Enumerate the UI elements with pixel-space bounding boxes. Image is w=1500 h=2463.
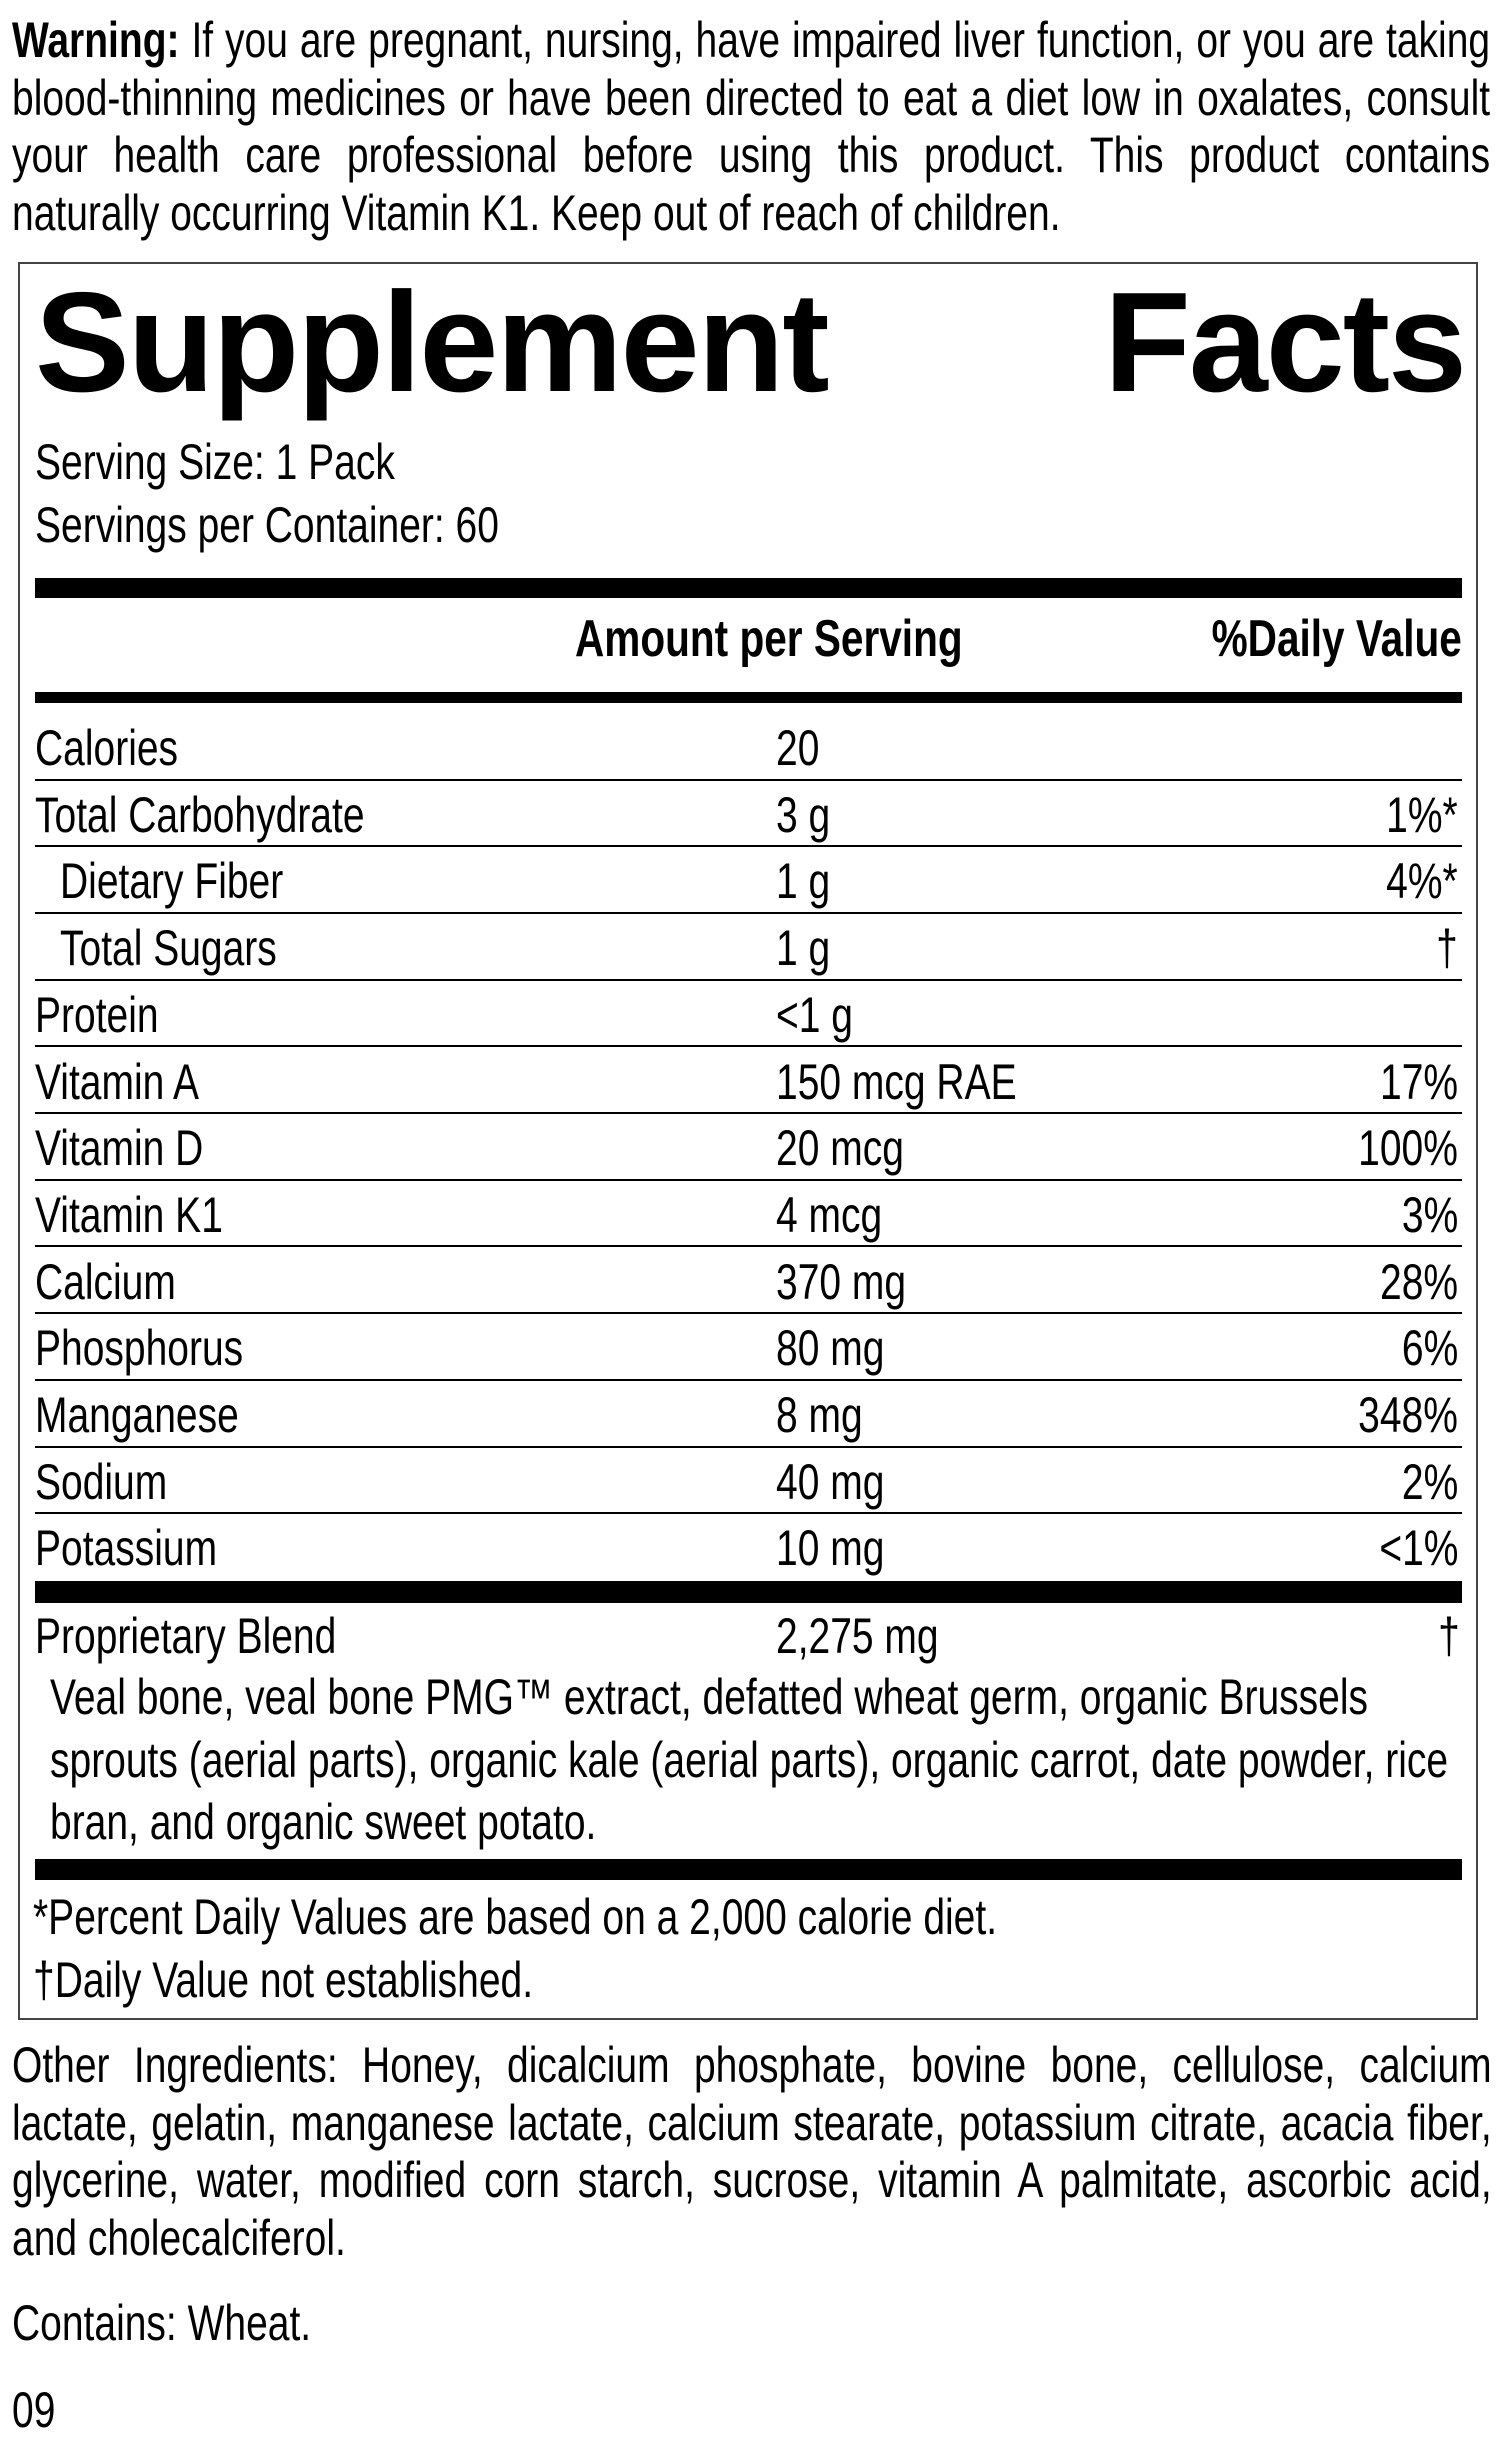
nutrient-name: Phosphorus <box>35 1320 244 1377</box>
nutrient-amount: 8 mg <box>776 1387 863 1443</box>
allergen-statement: Contains: Wheat. <box>12 2295 312 2351</box>
nutrient-amount: 4 mcg <box>776 1186 883 1243</box>
nutrient-row: Protein <1 g <box>35 981 1462 1048</box>
nutrient-row: Dietary Fiber 1 g 4%* <box>35 847 1462 914</box>
blend-amount: 2,275 mg <box>776 1608 939 1664</box>
nutrient-daily-value: 1%* <box>1386 786 1458 843</box>
nutrient-daily-value: 28% <box>1379 1253 1458 1310</box>
thick-divider <box>35 1859 1462 1880</box>
nutrient-daily-value: † <box>1436 920 1458 977</box>
nutrient-daily-value: 2% <box>1401 1453 1458 1510</box>
nutrient-row: Sodium 40 mg 2% <box>35 1448 1462 1515</box>
nutrient-amount: 1 g <box>776 920 831 977</box>
nutrient-amount: 370 mg <box>776 1253 907 1310</box>
blend-name: Proprietary Blend <box>35 1608 337 1664</box>
nutrient-row: Manganese 8 mg 348% <box>35 1381 1462 1448</box>
nutrient-amount: 20 <box>776 720 820 776</box>
nutrient-amount: 1 g <box>776 853 831 910</box>
nutrient-daily-value: 3% <box>1401 1186 1458 1243</box>
nutrient-daily-value: 4%* <box>1386 853 1458 910</box>
nutrient-amount: 80 mg <box>776 1320 885 1377</box>
nutrient-amount: 150 mcg RAE <box>776 1053 1017 1110</box>
servings-per-container: Servings per Container: 60 <box>35 497 499 553</box>
nutrient-name: Protein <box>35 986 159 1043</box>
other-ingredients: Other Ingredients: Honey, dicalcium phos… <box>12 2037 1492 2266</box>
title-word-supplement: Supplement <box>35 263 830 422</box>
nutrient-row: Phosphorus 80 mg 6% <box>35 1314 1462 1381</box>
title-word-facts: Facts <box>1104 263 1467 422</box>
nutrient-name: Potassium <box>35 1520 218 1577</box>
page-title: Supplement Facts <box>35 263 1467 422</box>
header-amount-per-serving: Amount per Serving <box>575 610 963 668</box>
header-daily-value: %Daily Value <box>1211 610 1462 668</box>
serving-size: Serving Size: 1 Pack <box>35 434 395 490</box>
warning-text: Warning: If you are pregnant, nursing, h… <box>12 12 1490 242</box>
nutrient-name: Total Carbohydrate <box>35 786 365 843</box>
thick-divider <box>35 578 1462 598</box>
warning-body: If you are pregnant, nursing, have impai… <box>12 12 1491 241</box>
nutrient-row: Total Carbohydrate 3 g 1%* <box>35 781 1462 848</box>
supplement-facts-panel <box>18 262 1478 2020</box>
nutrient-name: Dietary Fiber <box>60 853 284 910</box>
nutrient-row: Potassium 10 mg <1% <box>35 1514 1462 1581</box>
nutrient-name: Vitamin A <box>35 1053 200 1110</box>
nutrient-amount: 10 mg <box>776 1520 885 1577</box>
footnote-dagger: †Daily Value not established. <box>33 1952 534 2008</box>
nutrient-row: Vitamin D 20 mcg 100% <box>35 1114 1462 1181</box>
nutrient-name: Calcium <box>35 1253 176 1310</box>
blend-daily-value: † <box>1438 1608 1460 1664</box>
nutrient-row: Vitamin A 150 mcg RAE 17% <box>35 1048 1462 1114</box>
nutrient-row: Calcium 370 mg 28% <box>35 1248 1462 1315</box>
nutrient-amount: 40 mg <box>776 1453 885 1510</box>
product-code: 09 <box>12 2382 56 2438</box>
nutrient-name: Sodium <box>35 1453 168 1510</box>
nutrient-name: Manganese <box>35 1387 239 1443</box>
nutrient-name: Vitamin K1 <box>35 1186 223 1243</box>
footnote-percent-daily-value: *Percent Daily Values are based on a 2,0… <box>33 1889 998 1945</box>
nutrient-daily-value: 17% <box>1379 1053 1458 1110</box>
nutrient-row: Calories 20 <box>35 714 1462 781</box>
nutrient-amount: 20 mcg <box>776 1120 904 1177</box>
nutrient-amount: 3 g <box>776 786 831 843</box>
blend-description: Veal bone, veal bone PMG™ extract, defat… <box>50 1669 1449 1850</box>
nutrient-name: Vitamin D <box>35 1120 204 1177</box>
nutrient-daily-value: 6% <box>1401 1320 1458 1377</box>
nutrient-row: Vitamin K1 4 mcg 3% <box>35 1181 1462 1248</box>
nutrient-daily-value: 348% <box>1358 1387 1458 1443</box>
nutrient-row: Total Sugars 1 g † <box>35 914 1462 981</box>
medium-divider <box>35 692 1462 703</box>
nutrient-name: Total Sugars <box>60 920 277 977</box>
thick-divider <box>35 1581 1462 1603</box>
warning-label: Warning: <box>12 12 180 68</box>
nutrient-name: Calories <box>35 720 179 776</box>
nutrient-daily-value: 100% <box>1358 1120 1458 1177</box>
nutrient-daily-value: <1% <box>1378 1520 1458 1577</box>
nutrient-amount: <1 g <box>776 986 854 1043</box>
